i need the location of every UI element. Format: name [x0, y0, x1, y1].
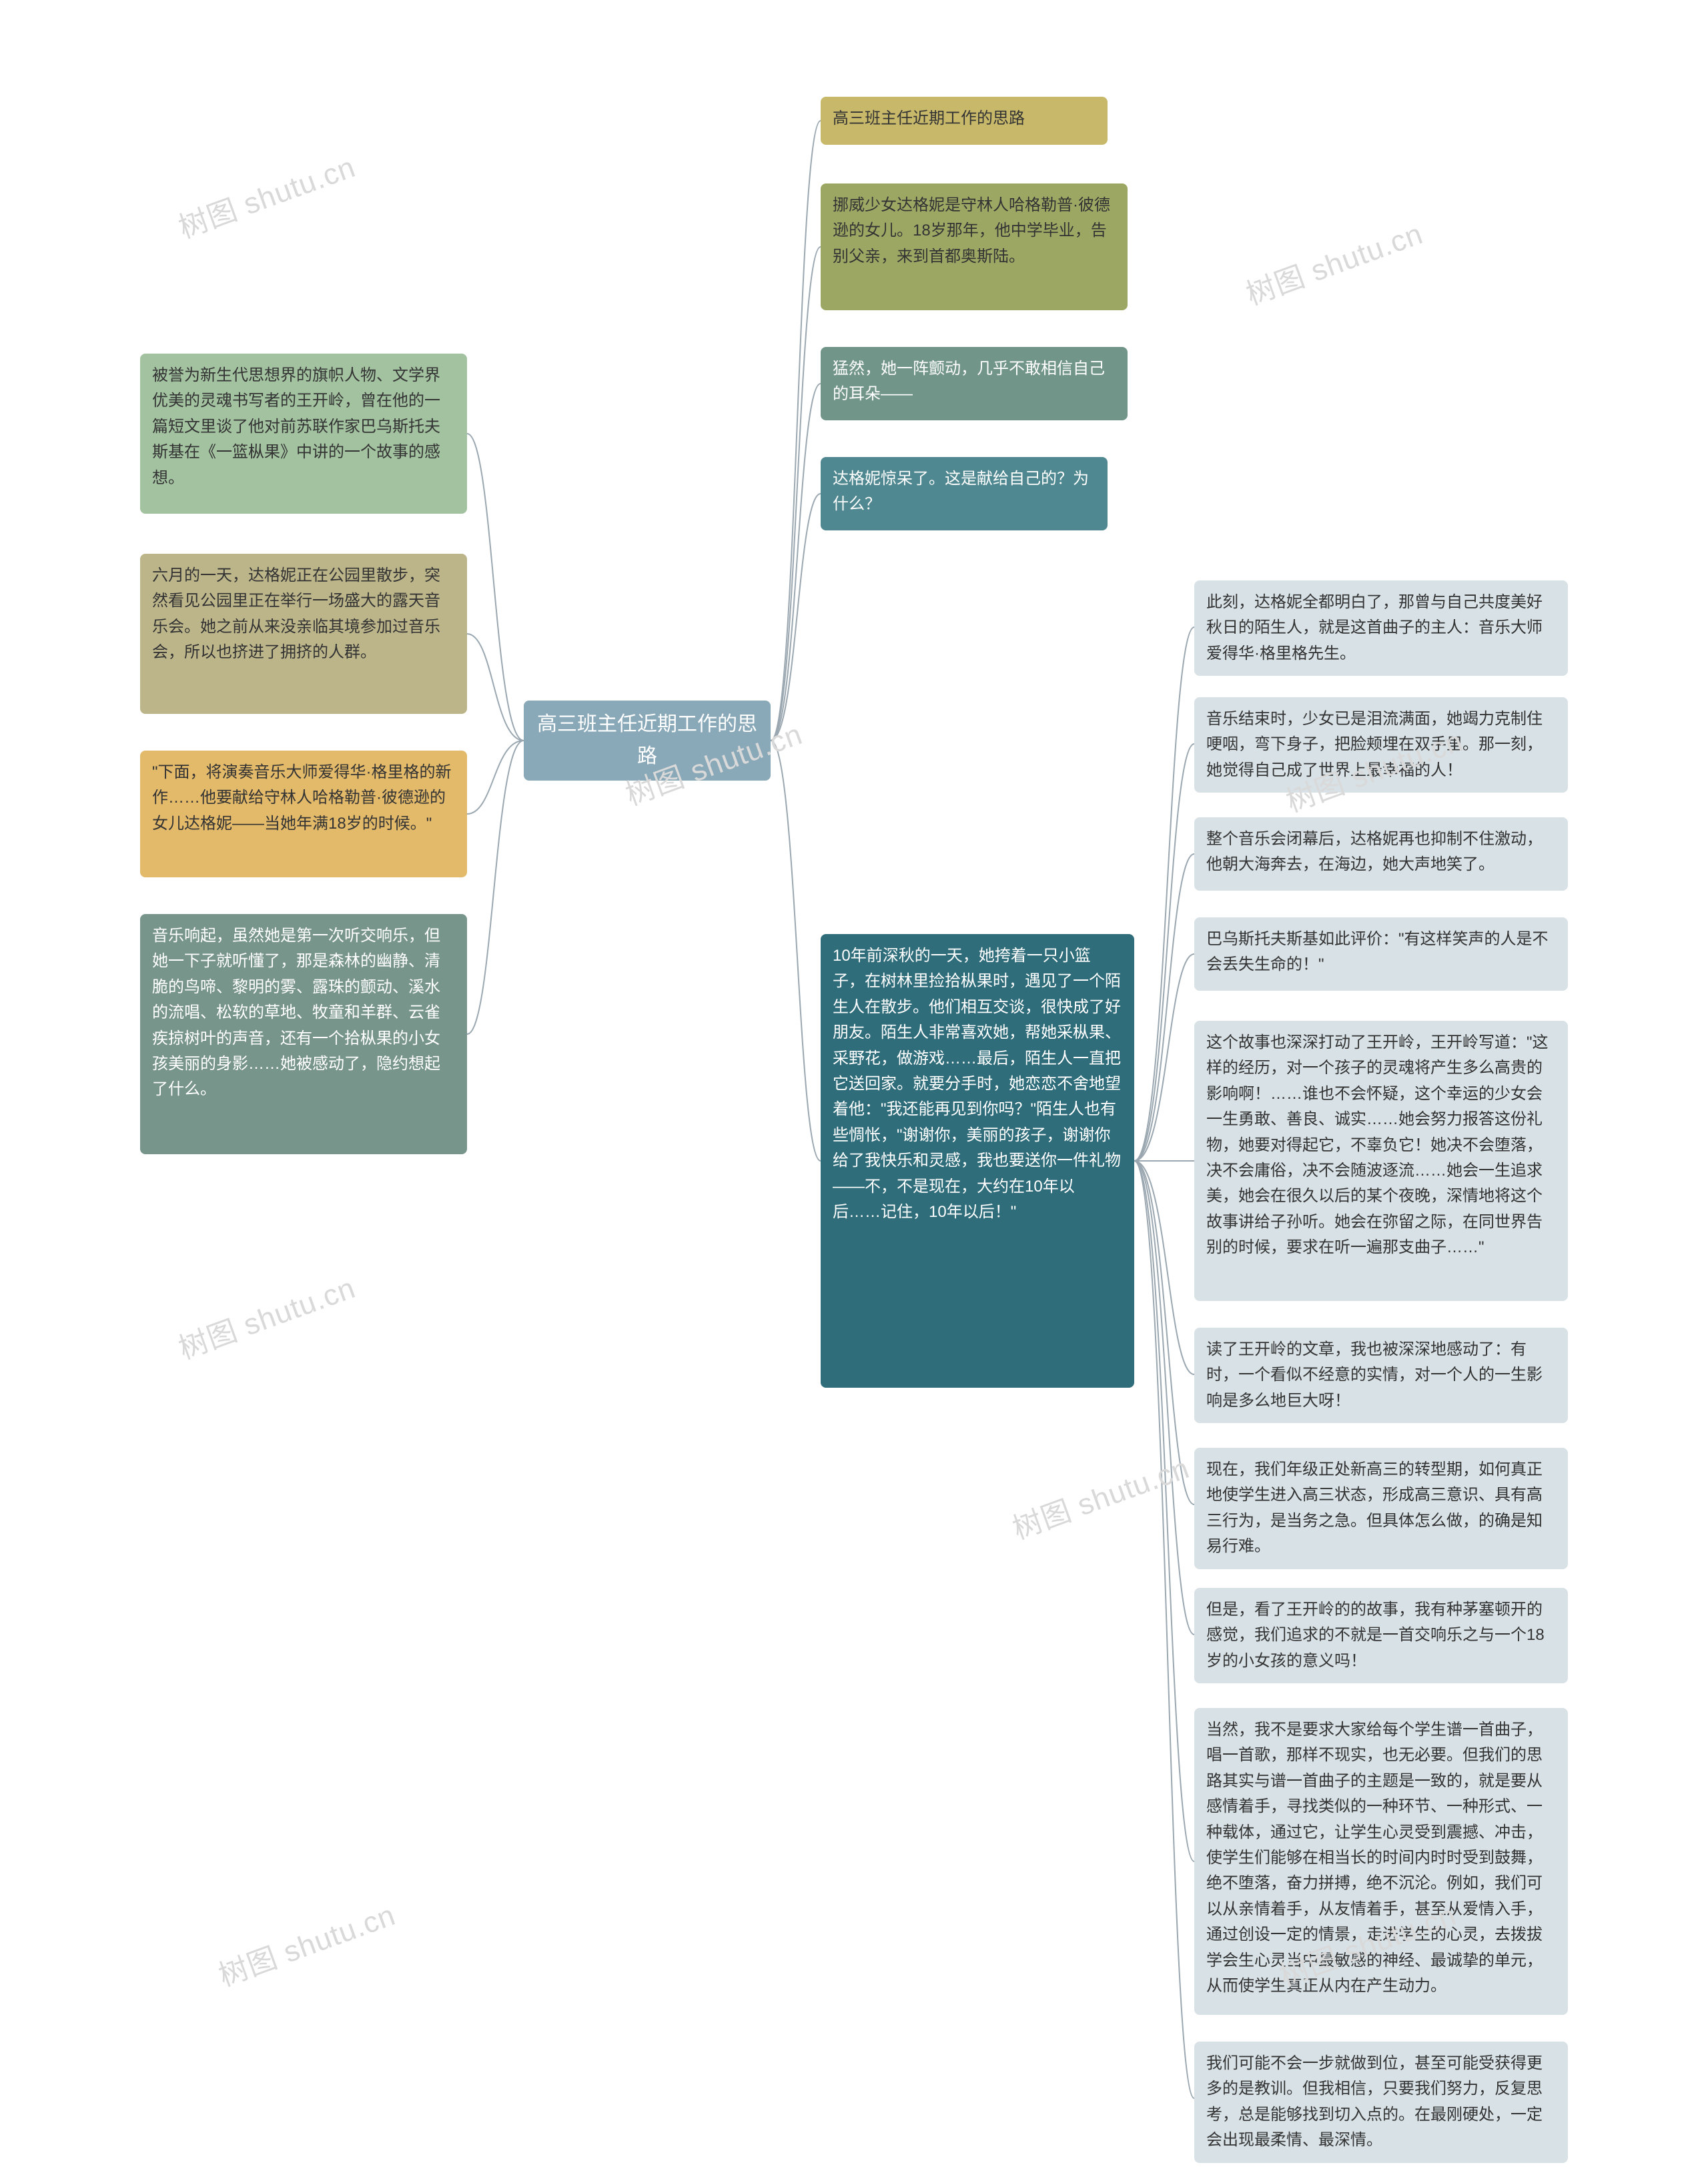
right-sub-node-2: 整个音乐会闭幕后，达格妮再也抑制不住激动，他朝大海奔去，在海边，她大声地笑了。 — [1194, 817, 1568, 891]
right-node-2: 猛然，她一阵颤动，几乎不敢相信自己的耳朵—— — [821, 347, 1128, 420]
mindmap-center-node: 高三班主任近期工作的思路 — [524, 701, 771, 781]
right-sub-node-3: 巴乌斯托夫斯基如此评价："有这样笑声的人是不会丢失生命的！" — [1194, 917, 1568, 991]
right-node-label: 达格妮惊呆了。这是献给自己的？为什么？ — [833, 470, 1089, 513]
watermark-text: 树图 shutu.cn — [171, 143, 360, 246]
watermark-text: 树图 shutu.cn — [1239, 209, 1428, 313]
left-node-label: "下面，将演奏音乐大师爱得华·格里格的新作……他要献给守林人哈格勒普·彼德逊的女… — [152, 763, 452, 833]
right-sub-node-9: 我们可能不会一步就做到位，甚至可能受获得更多的是教训。但我相信，只要我们努力，反… — [1194, 2042, 1568, 2163]
right-node-4: 10年前深秋的一天，她挎着一只小篮子，在树林里捡拾枞果时，遇见了一个陌生人在散步… — [821, 934, 1134, 1388]
right-sub-node-label: 此刻，达格妮全都明白了，那曾与自己共度美好秋日的陌生人，就是这首曲子的主人：音乐… — [1206, 593, 1543, 663]
right-sub-node-6: 现在，我们年级正处新高三的转型期，如何真正地使学生进入高三状态，形成高三意识、具… — [1194, 1448, 1568, 1569]
right-sub-node-label: 我们可能不会一步就做到位，甚至可能受获得更多的是教训。但我相信，只要我们努力，反… — [1206, 2054, 1543, 2149]
right-sub-node-label: 这个故事也深深打动了王开岭，王开岭写道："这样的经历，对一个孩子的灵魂将产生多么… — [1206, 1033, 1549, 1256]
left-node-label: 六月的一天，达格妮正在公园里散步，突然看见公园里正在举行一场盛大的露天音乐会。她… — [152, 566, 440, 661]
right-sub-node-8: 当然，我不是要求大家给每个学生谱一首曲子，唱一首歌，那样不现实，也无必要。但我们… — [1194, 1708, 1568, 2015]
left-node-3: 音乐响起，虽然她是第一次听交响乐，但她一下子就听懂了，那是森林的幽静、清脆的鸟啼… — [140, 914, 467, 1154]
right-sub-node-label: 巴乌斯托夫斯基如此评价："有这样笑声的人是不会丢失生命的！" — [1206, 930, 1549, 973]
left-node-1: 六月的一天，达格妮正在公园里散步，突然看见公园里正在举行一场盛大的露天音乐会。她… — [140, 554, 467, 714]
right-sub-node-label: 音乐结束时，少女已是泪流满面，她竭力克制住哽咽，弯下身子，把脸颊埋在双手里。那一… — [1206, 710, 1543, 779]
left-node-2: "下面，将演奏音乐大师爱得华·格里格的新作……他要献给守林人哈格勒普·彼德逊的女… — [140, 751, 467, 877]
left-node-label: 音乐响起，虽然她是第一次听交响乐，但她一下子就听懂了，那是森林的幽静、清脆的鸟啼… — [152, 927, 440, 1098]
right-sub-node-label: 当然，我不是要求大家给每个学生谱一首曲子，唱一首歌，那样不现实，也无必要。但我们… — [1206, 1721, 1543, 1995]
left-node-label: 被誉为新生代思想界的旗帜人物、文学界优美的灵魂书写者的王开岭，曾在他的一篇短文里… — [152, 366, 440, 487]
right-node-1: 挪威少女达格妮是守林人哈格勒普·彼德逊的女儿。18岁那年，他中学毕业，告别父亲，… — [821, 183, 1128, 310]
right-node-3: 达格妮惊呆了。这是献给自己的？为什么？ — [821, 457, 1108, 530]
watermark-text: 树图 shutu.cn — [211, 1891, 400, 1994]
watermark-text: 树图 shutu.cn — [1005, 1444, 1194, 1547]
right-sub-node-label: 但是，看了王开岭的的故事，我有种茅塞顿开的感觉，我们追求的不就是一首交响乐之与一… — [1206, 1601, 1545, 1670]
right-sub-node-label: 现在，我们年级正处新高三的转型期，如何真正地使学生进入高三状态，形成高三意识、具… — [1206, 1460, 1543, 1555]
right-sub-node-7: 但是，看了王开岭的的故事，我有种茅塞顿开的感觉，我们追求的不就是一首交响乐之与一… — [1194, 1588, 1568, 1683]
right-sub-node-label: 整个音乐会闭幕后，达格妮再也抑制不住激动，他朝大海奔去，在海边，她大声地笑了。 — [1206, 830, 1543, 873]
right-node-0: 高三班主任近期工作的思路 — [821, 97, 1108, 145]
watermark-text: 树图 shutu.cn — [171, 1264, 360, 1367]
right-node-label: 挪威少女达格妮是守林人哈格勒普·彼德逊的女儿。18岁那年，他中学毕业，告别父亲，… — [833, 196, 1110, 266]
center-node-label: 高三班主任近期工作的思路 — [536, 709, 759, 773]
right-sub-node-4: 这个故事也深深打动了王开岭，王开岭写道："这样的经历，对一个孩子的灵魂将产生多么… — [1194, 1021, 1568, 1301]
right-node-label: 猛然，她一阵颤动，几乎不敢相信自己的耳朵—— — [833, 360, 1105, 403]
left-node-0: 被誉为新生代思想界的旗帜人物、文学界优美的灵魂书写者的王开岭，曾在他的一篇短文里… — [140, 354, 467, 514]
right-sub-node-5: 读了王开岭的文章，我也被深深地感动了：有时，一个看似不经意的实情，对一个人的一生… — [1194, 1328, 1568, 1423]
right-node-label: 10年前深秋的一天，她挎着一只小篮子，在树林里捡拾枞果时，遇见了一个陌生人在散步… — [833, 947, 1121, 1221]
right-sub-node-label: 读了王开岭的文章，我也被深深地感动了：有时，一个看似不经意的实情，对一个人的一生… — [1206, 1340, 1543, 1410]
right-sub-node-1: 音乐结束时，少女已是泪流满面，她竭力克制住哽咽，弯下身子，把脸颊埋在双手里。那一… — [1194, 697, 1568, 793]
right-node-label: 高三班主任近期工作的思路 — [833, 109, 1025, 127]
right-sub-node-0: 此刻，达格妮全都明白了，那曾与自己共度美好秋日的陌生人，就是这首曲子的主人：音乐… — [1194, 580, 1568, 676]
